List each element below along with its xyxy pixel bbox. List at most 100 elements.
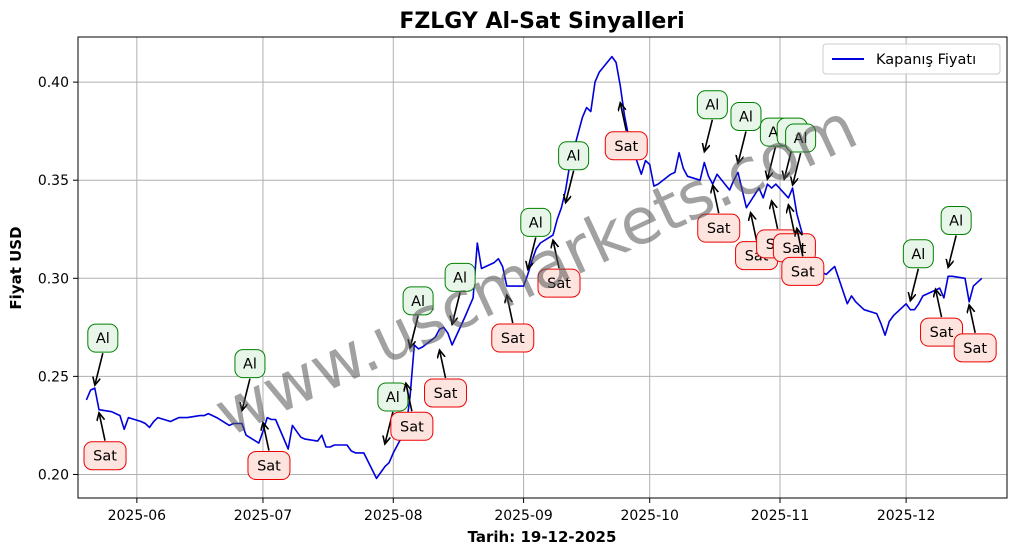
signal-arrow	[553, 240, 560, 269]
signal-arrow	[99, 413, 106, 441]
signal-label: Al	[705, 98, 719, 114]
buy-signal: Al	[558, 141, 590, 203]
sell-signal: Sat	[390, 383, 434, 441]
signal-label-box	[390, 411, 434, 441]
x-tick-label: 2025-06	[108, 508, 167, 524]
legend-box	[822, 43, 1001, 75]
signal-arrow	[713, 185, 720, 214]
signal-label-box	[940, 205, 972, 235]
signal-label: Sat	[547, 276, 571, 292]
price-line-layer	[85, 55, 983, 480]
signal-arrow	[406, 383, 413, 412]
signal-label-box	[444, 262, 476, 292]
signal-label: Sat	[400, 419, 424, 435]
signal-label: Al	[949, 213, 963, 229]
sell-signal: Sat	[83, 413, 127, 471]
signal-arrow	[242, 378, 251, 411]
signal-label: Sat	[93, 449, 117, 465]
signal-arrow	[793, 152, 802, 185]
buy-signal: Al	[234, 349, 266, 411]
x-tick-label: 2025-12	[877, 508, 936, 524]
signal-label: Al	[911, 247, 925, 263]
signal-arrow	[263, 423, 270, 451]
sell-signal: Sat	[537, 240, 581, 298]
signal-label: Sat	[707, 221, 731, 237]
y-tick-label: 0.30	[38, 271, 69, 287]
signal-label-box	[402, 286, 434, 316]
signal-label: Al	[739, 109, 753, 125]
signal-label-box	[902, 239, 934, 269]
sell-signal: Sat	[247, 423, 291, 481]
signal-label: Sat	[930, 325, 954, 341]
x-tick-label: 2025-10	[620, 508, 679, 524]
signal-label-box	[696, 90, 728, 120]
signal-arrow	[784, 146, 793, 179]
axes: 2025-06 2025-07 2025-08 2025-09 2025-10 2025-…	[38, 36, 1008, 524]
sell-signal: Sat	[604, 103, 648, 161]
signal-label-box	[697, 213, 741, 243]
signal-arrow	[788, 205, 796, 233]
buy-signal: Al	[402, 286, 434, 348]
signal-label-box	[920, 317, 964, 347]
chart-title: FZLGY Al-Sat Sinyalleri	[399, 9, 684, 34]
signal-arrow	[948, 235, 957, 267]
price-series-line	[85, 55, 983, 480]
signal-label: Sat	[501, 331, 525, 347]
buy-signal: Al	[696, 90, 728, 152]
x-tick-label: 2025-08	[364, 508, 423, 524]
signal-label-box	[604, 131, 648, 161]
signal-arrow	[751, 213, 758, 241]
signal-arrow	[566, 170, 575, 203]
signal-arrow	[910, 268, 920, 301]
signal-label: Sat	[791, 264, 815, 280]
signal-arrow	[767, 146, 777, 179]
signal-arrow	[969, 305, 976, 333]
buy-signal: Al	[940, 205, 972, 267]
signal-label-box	[377, 382, 409, 412]
x-tick-label: 2025-11	[751, 508, 810, 524]
signal-label-box	[424, 378, 468, 408]
signal-arrow	[95, 352, 104, 385]
y-tick-label: 0.20	[38, 467, 69, 483]
x-axis-title: Tarih: 19-12-2025	[468, 528, 617, 546]
signal-arrow	[704, 119, 714, 152]
signal-arrow	[620, 103, 628, 131]
signal-arrow	[452, 292, 461, 324]
signal-label-box	[247, 451, 291, 481]
signal-label: Sat	[963, 341, 987, 357]
signal-label-box	[87, 323, 119, 353]
signal-label: Al	[567, 149, 581, 165]
signal-label: Al	[243, 357, 257, 373]
buy-signal: Al	[730, 101, 762, 163]
signal-arrow	[507, 295, 514, 324]
signal-label-box	[83, 441, 127, 471]
signal-label: Al	[386, 390, 400, 406]
x-tick-label: 2025-07	[234, 508, 293, 524]
y-tick-label: 0.25	[38, 369, 69, 385]
sell-signal: Sat	[697, 185, 741, 243]
signal-label: Sat	[614, 139, 638, 155]
signal-annotations: AlSatAlSatAlSatAlSatAlSatAlSatAlSatAlSat…	[83, 90, 997, 481]
plot-frame	[77, 36, 1008, 499]
signal-label-box	[537, 268, 581, 298]
signal-arrow	[410, 315, 419, 348]
signal-label: Al	[529, 215, 543, 231]
signal-label: Al	[453, 270, 467, 286]
sell-signal: Sat	[781, 228, 825, 286]
signal-label: Al	[411, 294, 425, 310]
legend-label: Kapanış Fiyatı	[876, 52, 976, 68]
buy-signal: Al	[444, 262, 476, 324]
signal-label: Sat	[434, 386, 458, 402]
sell-signal: Sat	[491, 295, 535, 353]
signal-label-box	[520, 207, 552, 237]
signal-arrow	[440, 350, 447, 379]
y-tick-label: 0.35	[38, 173, 69, 189]
buy-signal: Al	[902, 239, 934, 301]
signal-label: Sat	[257, 459, 281, 475]
signal-label: Al	[96, 331, 110, 347]
sell-signal: Sat	[920, 289, 964, 347]
signal-label-box	[234, 349, 266, 379]
buy-signal: Al	[785, 123, 817, 185]
